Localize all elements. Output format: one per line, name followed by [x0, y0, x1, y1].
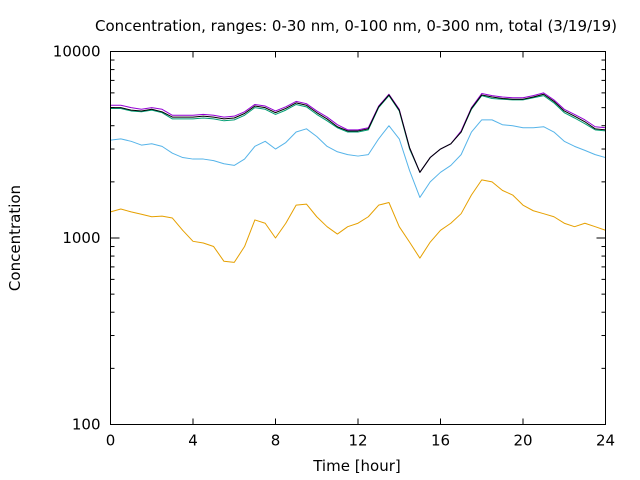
- x-tick-label: 12: [348, 432, 367, 450]
- series-group: [110, 92, 606, 263]
- x-tick-label: 0: [106, 432, 116, 450]
- series-line-1: [110, 179, 606, 263]
- series-line-5: [110, 93, 606, 173]
- y-axis-label: Concentration: [6, 185, 24, 291]
- x-tick-label: 24: [596, 432, 615, 450]
- x-tick-label: 8: [271, 432, 281, 450]
- series-line-4: [110, 92, 606, 173]
- axis-ticks: 0 4 8 12 16 20 24 100 1000 10000: [53, 43, 615, 450]
- y-tick-label: 1000: [62, 229, 100, 247]
- x-axis-label: Time [hour]: [312, 457, 401, 475]
- x-tick-label: 20: [513, 432, 532, 450]
- x-tick-label: 4: [188, 432, 198, 450]
- x-tick-label: 16: [431, 432, 450, 450]
- y-tick-label: 100: [72, 416, 101, 434]
- series-line-3: [110, 95, 606, 173]
- plot-frame: [110, 51, 606, 425]
- chart-title: Concentration, ranges: 0-30 nm, 0-100 nm…: [95, 17, 617, 35]
- y-tick-label: 10000: [53, 43, 101, 61]
- series-line-2: [110, 119, 606, 198]
